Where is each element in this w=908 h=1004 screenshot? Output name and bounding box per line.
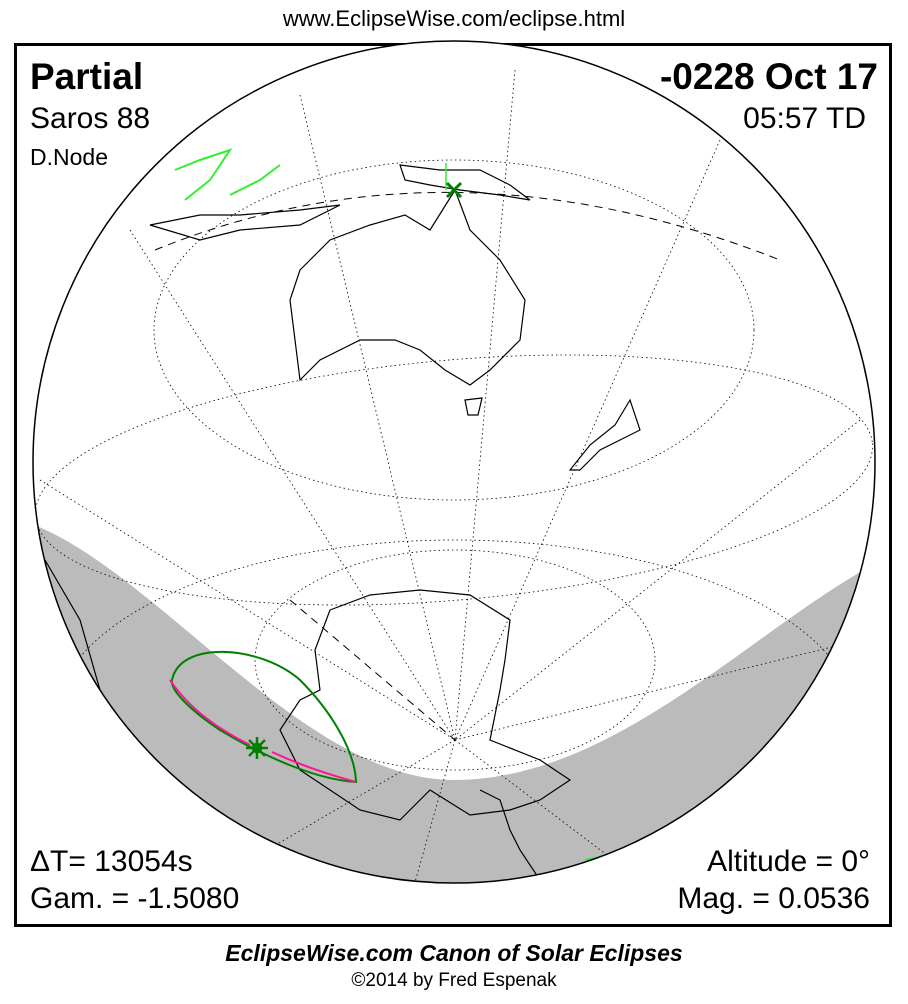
saros-label: Saros 88 <box>30 102 151 135</box>
tropic-lines <box>154 191 781 741</box>
night-shading <box>33 520 875 883</box>
eclipse-type: Partial <box>30 56 144 97</box>
x-icon <box>445 181 463 199</box>
eclipse-time: 05:57 TD <box>743 102 866 135</box>
antarctica <box>279 589 572 821</box>
delta-t: ΔT= 13054s <box>30 845 193 878</box>
node-label: D.Node <box>30 144 108 170</box>
indonesia <box>149 204 341 241</box>
altitude: Altitude = 0° <box>707 845 870 878</box>
tasmania <box>464 397 483 416</box>
url-header: www.EclipseWise.com/eclipse.html <box>282 6 626 31</box>
magnitude: Mag. = 0.0536 <box>677 882 870 915</box>
star-icon <box>246 737 268 759</box>
new-zealand <box>568 398 641 471</box>
footer-copyright: ©2014 by Fred Espenak <box>351 970 557 991</box>
globe-outline <box>32 40 876 884</box>
new-guinea <box>399 164 531 201</box>
australia <box>289 188 526 386</box>
eclipse-date: -0228 Oct 17 <box>659 56 878 97</box>
gamma: Gam. = -1.5080 <box>30 882 240 915</box>
maximum-eclipse-line <box>169 679 357 783</box>
eclipse-limit-curve <box>170 650 358 784</box>
coastlines <box>44 164 641 883</box>
footer-title: EclipseWise.com Canon of Solar Eclipses <box>225 940 683 966</box>
